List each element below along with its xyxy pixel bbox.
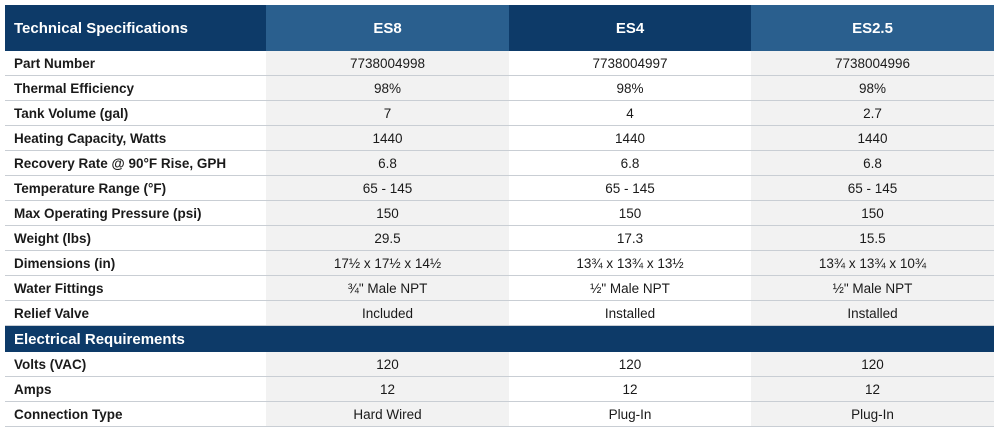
- row-label: Amps: [5, 377, 266, 402]
- cell-value: ½" Male NPT: [751, 276, 994, 301]
- cell-value: 98%: [751, 76, 994, 101]
- cell-value: 17.3: [509, 226, 751, 251]
- cell-value: 98%: [266, 76, 509, 101]
- spec-table-container: Technical Specifications ES8 ES4 ES2.5 P…: [5, 5, 994, 427]
- cell-value: 150: [509, 201, 751, 226]
- row-label: Part Number: [5, 51, 266, 76]
- row-label: Dimensions (in): [5, 251, 266, 276]
- cell-value: 1440: [751, 126, 994, 151]
- technical-specifications-table: Technical Specifications ES8 ES4 ES2.5 P…: [5, 5, 994, 427]
- cell-value: 7: [266, 101, 509, 126]
- cell-value: ¾" Male NPT: [266, 276, 509, 301]
- table-row: Tank Volume (gal) 7 4 2.7: [5, 101, 994, 126]
- table-row: Dimensions (in) 17½ x 17½ x 14½ 13¾ x 13…: [5, 251, 994, 276]
- cell-value: 7738004996: [751, 51, 994, 76]
- table-row: Max Operating Pressure (psi) 150 150 150: [5, 201, 994, 226]
- table-row: Temperature Range (°F) 65 - 145 65 - 145…: [5, 176, 994, 201]
- model-header-es8: ES8: [266, 5, 509, 51]
- table-row: Water Fittings ¾" Male NPT ½" Male NPT ½…: [5, 276, 994, 301]
- cell-value: 7738004998: [266, 51, 509, 76]
- row-label: Thermal Efficiency: [5, 76, 266, 101]
- cell-value: 120: [751, 352, 994, 377]
- cell-value: Plug-In: [751, 402, 994, 427]
- cell-value: 12: [751, 377, 994, 402]
- cell-value: 120: [509, 352, 751, 377]
- cell-value: 65 - 145: [751, 176, 994, 201]
- model-header-es2-5: ES2.5: [751, 5, 994, 51]
- cell-value: 120: [266, 352, 509, 377]
- table-header-row: Technical Specifications ES8 ES4 ES2.5: [5, 5, 994, 51]
- model-header-es4: ES4: [509, 5, 751, 51]
- table-row: Relief Valve Included Installed Installe…: [5, 301, 994, 326]
- row-label: Relief Valve: [5, 301, 266, 326]
- cell-value: 65 - 145: [266, 176, 509, 201]
- cell-value: 12: [266, 377, 509, 402]
- table-row: Part Number 7738004998 7738004997 773800…: [5, 51, 994, 76]
- cell-value: 1440: [266, 126, 509, 151]
- cell-value: Installed: [751, 301, 994, 326]
- cell-value: Hard Wired: [266, 402, 509, 427]
- cell-value: 29.5: [266, 226, 509, 251]
- row-label: Recovery Rate @ 90°F Rise, GPH: [5, 151, 266, 176]
- table-row: Heating Capacity, Watts 1440 1440 1440: [5, 126, 994, 151]
- table-title: Technical Specifications: [5, 5, 266, 51]
- cell-value: 7738004997: [509, 51, 751, 76]
- table-row: Connection Type Hard Wired Plug-In Plug-…: [5, 402, 994, 427]
- cell-value: 15.5: [751, 226, 994, 251]
- section-title-electrical: Electrical Requirements: [5, 326, 994, 352]
- cell-value: 150: [751, 201, 994, 226]
- row-label: Connection Type: [5, 402, 266, 427]
- cell-value: ½" Male NPT: [509, 276, 751, 301]
- cell-value: 150: [266, 201, 509, 226]
- cell-value: 6.8: [266, 151, 509, 176]
- section-header-row: Electrical Requirements: [5, 326, 994, 352]
- cell-value: 98%: [509, 76, 751, 101]
- cell-value: 6.8: [509, 151, 751, 176]
- cell-value: Installed: [509, 301, 751, 326]
- row-label: Weight (lbs): [5, 226, 266, 251]
- cell-value: 1440: [509, 126, 751, 151]
- row-label: Max Operating Pressure (psi): [5, 201, 266, 226]
- cell-value: Included: [266, 301, 509, 326]
- row-label: Tank Volume (gal): [5, 101, 266, 126]
- cell-value: 13¾ x 13¾ x 13½: [509, 251, 751, 276]
- cell-value: 17½ x 17½ x 14½: [266, 251, 509, 276]
- cell-value: 2.7: [751, 101, 994, 126]
- cell-value: 13¾ x 13¾ x 10¾: [751, 251, 994, 276]
- table-row: Weight (lbs) 29.5 17.3 15.5: [5, 226, 994, 251]
- table-row: Volts (VAC) 120 120 120: [5, 352, 994, 377]
- cell-value: 12: [509, 377, 751, 402]
- table-row: Amps 12 12 12: [5, 377, 994, 402]
- cell-value: 65 - 145: [509, 176, 751, 201]
- row-label: Heating Capacity, Watts: [5, 126, 266, 151]
- row-label: Volts (VAC): [5, 352, 266, 377]
- table-row: Thermal Efficiency 98% 98% 98%: [5, 76, 994, 101]
- cell-value: Plug-In: [509, 402, 751, 427]
- table-row: Recovery Rate @ 90°F Rise, GPH 6.8 6.8 6…: [5, 151, 994, 176]
- row-label: Temperature Range (°F): [5, 176, 266, 201]
- cell-value: 4: [509, 101, 751, 126]
- cell-value: 6.8: [751, 151, 994, 176]
- row-label: Water Fittings: [5, 276, 266, 301]
